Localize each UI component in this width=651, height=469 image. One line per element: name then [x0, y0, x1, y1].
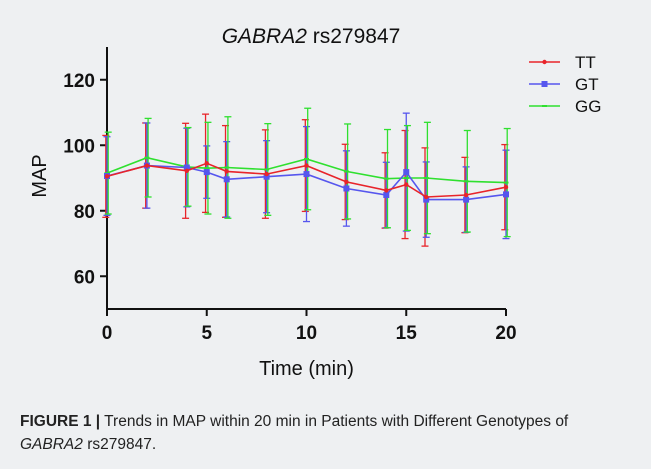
figure-caption: FIGURE 1 | Trends in MAP within 20 min i…	[20, 410, 630, 456]
y-tick-label: 80	[74, 202, 95, 223]
series-tt-point	[184, 168, 189, 173]
chart-title: GABRA2 rs279847	[222, 25, 401, 48]
axes: 60 80 100 120 0 5 10 15 20	[63, 47, 517, 344]
legend: TT GT GG	[529, 53, 601, 116]
series-gt-point	[503, 191, 509, 198]
x-tick-label: 0	[102, 323, 113, 344]
series-tt-point	[503, 184, 509, 190]
series-tt-point	[144, 163, 150, 168]
x-tick-label: 5	[201, 323, 212, 344]
legend-label-gg: GG	[575, 97, 601, 116]
caption-text-after: rs279847.	[82, 436, 157, 453]
chart-title-rest: rs279847	[307, 25, 400, 48]
series-tt-point	[304, 163, 309, 168]
series-gt-point	[403, 169, 410, 176]
series-tt-point	[224, 169, 229, 174]
legend-label-gt: GT	[575, 75, 599, 94]
series-gt-point	[303, 171, 310, 178]
legend-tt-point	[542, 59, 547, 65]
y-tick-label: 120	[63, 71, 95, 92]
series-tt-point	[463, 192, 469, 198]
chart: GABRA2 rs279847 60 80 100 120 0 5 10 15 20 TT GT G…	[29, 25, 601, 380]
series-tt-point	[404, 182, 409, 187]
series-tt-point	[384, 188, 389, 193]
series-gt-point	[263, 173, 270, 180]
x-tick-label: 10	[296, 323, 317, 344]
series-gt-point	[183, 164, 190, 171]
series-tt-point	[344, 179, 349, 185]
series-gt-point	[423, 196, 430, 203]
caption-text-before: Trends in MAP within 20 min in Patients …	[100, 413, 569, 430]
caption-gene: GABRA2	[20, 436, 83, 453]
series-gt-point	[383, 192, 390, 199]
legend-gt-point	[541, 81, 548, 87]
series-tt-point	[264, 171, 269, 177]
caption-label: FIGURE 1 |	[20, 413, 101, 430]
series-tt-point	[104, 174, 110, 179]
y-axis-label: MAP	[29, 154, 51, 197]
error-bars	[102, 107, 511, 247]
series-gt-point	[223, 176, 230, 183]
x-tick-label: 20	[495, 323, 516, 344]
x-tick-label: 15	[396, 323, 418, 344]
y-tick-label: 100	[63, 136, 95, 157]
series-tt-point	[204, 161, 209, 166]
chart-title-gene: GABRA2	[222, 25, 308, 48]
y-tick-label: 60	[74, 267, 95, 288]
series-gt-point	[463, 196, 470, 203]
series-gt-point	[343, 185, 350, 192]
x-axis-label: Time (min)	[259, 358, 354, 380]
series-lines	[104, 156, 509, 203]
series-tt-point	[424, 194, 429, 200]
legend-label-tt: TT	[575, 53, 596, 72]
series-gt-point	[203, 169, 210, 176]
